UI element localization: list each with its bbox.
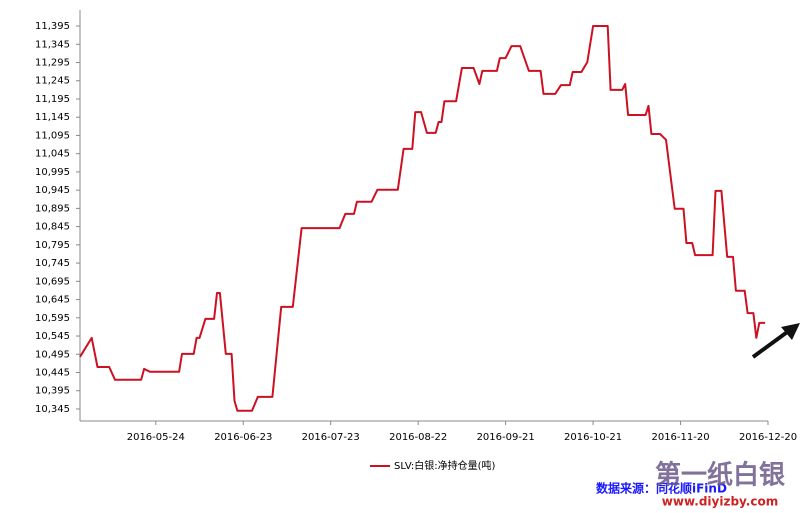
- y-tick-label: 10,395: [35, 386, 70, 397]
- y-tick-label: 10,695: [35, 276, 70, 287]
- arrow: [751, 323, 800, 359]
- x-tick-label: 2016-12-20: [739, 432, 797, 443]
- x-tick-label: 2016-05-24: [127, 432, 185, 443]
- x-tick-label: 2016-07-23: [302, 432, 360, 443]
- y-tick-label: 11,045: [35, 149, 70, 160]
- y-tick-label: 11,195: [35, 94, 70, 105]
- data-line: [79, 25, 766, 412]
- y-tick-label: 11,145: [35, 112, 70, 123]
- y-tick-label: 10,545: [35, 331, 70, 342]
- x-tick-label: 2016-06-23: [214, 432, 272, 443]
- y-tick-label: 10,845: [35, 222, 70, 233]
- legend-label: SLV:白银:净持仓量(吨): [394, 459, 495, 472]
- x-tick-label: 2016-09-21: [477, 432, 535, 443]
- watermark: 第一纸白银: [655, 460, 786, 491]
- y-tick-label: 10,345: [35, 404, 70, 415]
- y-tick-label: 10,795: [35, 240, 70, 251]
- y-tick-label: 10,445: [35, 367, 70, 378]
- x-tick-label: 2016-08-22: [389, 432, 447, 443]
- watermark-url: www.diyizby.com: [662, 495, 778, 509]
- y-tick-label: 10,495: [35, 349, 70, 360]
- y-tick-label: 11,345: [35, 39, 70, 50]
- y-tick-label: 10,645: [35, 295, 70, 306]
- source-note: 数据来源：同花顺iFinD: [596, 481, 727, 496]
- y-tick-label: 11,295: [35, 58, 70, 69]
- y-tick-label: 10,895: [35, 203, 70, 214]
- y-tick-label: 11,095: [35, 130, 70, 141]
- y-tick-label: 10,595: [35, 313, 70, 324]
- x-tick-label: 2016-10-21: [564, 432, 622, 443]
- y-tick-label: 10,995: [35, 167, 70, 178]
- y-tick-label: 10,945: [35, 185, 70, 196]
- y-tick-label: 11,245: [35, 76, 70, 87]
- y-tick-label: 11,395: [35, 21, 70, 32]
- y-tick-label: 10,745: [35, 258, 70, 269]
- x-tick-label: 2016-11-20: [651, 432, 709, 443]
